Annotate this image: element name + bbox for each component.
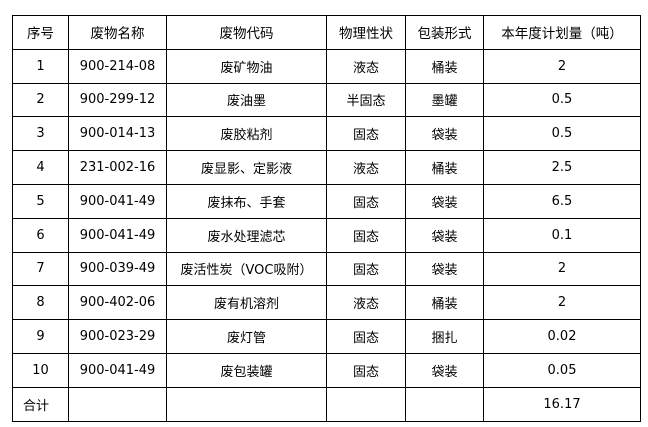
- hazardous-waste-table: 序号 废物名称 废物代码 物理性状 包装形式 本年度计划量（吨） 1 900-21…: [12, 15, 641, 422]
- waste-code: 900-299-12: [68, 82, 167, 118]
- packaging: 桶装: [405, 48, 484, 84]
- waste-name: 废抹布、手套: [166, 183, 327, 219]
- planned-amount: 0.05: [483, 352, 641, 388]
- empty-cell: [405, 386, 484, 422]
- planned-amount: 0.02: [483, 319, 641, 354]
- row-number: 2: [12, 82, 69, 118]
- header-cell: 废物名称: [68, 15, 167, 50]
- physical-state: 半固态: [326, 82, 406, 118]
- waste-name: 废包装罐: [166, 352, 327, 388]
- physical-state: 固态: [326, 183, 406, 219]
- empty-cell: [166, 386, 327, 422]
- packaging: 桶装: [405, 285, 484, 321]
- row-number: 7: [12, 251, 69, 287]
- physical-state: 液态: [326, 285, 406, 321]
- packaging: 袋装: [405, 251, 484, 287]
- waste-code: 900-023-29: [68, 319, 167, 354]
- planned-amount: 2.5: [483, 150, 641, 185]
- packaging: 桶装: [405, 150, 484, 185]
- physical-state: 固态: [326, 217, 406, 253]
- total-row: 合计 16.17: [12, 386, 641, 422]
- planned-amount: 0.5: [483, 82, 641, 118]
- table-row: 3 900-014-13 废胶粘剂 固态 袋装 0.5: [12, 116, 641, 152]
- row-number: 8: [12, 285, 69, 321]
- waste-name: 废胶粘剂: [166, 116, 327, 152]
- waste-code: 231-002-16: [68, 150, 167, 185]
- row-number: 5: [12, 183, 69, 219]
- planned-amount: 0.1: [483, 217, 641, 253]
- empty-cell: [68, 386, 167, 422]
- physical-state: 液态: [326, 150, 406, 185]
- table-row: 8 900-402-06 废有机溶剂 液态 桶装 2: [12, 285, 641, 321]
- waste-name: 废有机溶剂: [166, 285, 327, 321]
- waste-name: 废活性炭（VOC吸附）: [166, 251, 327, 287]
- physical-state: 液态: [326, 48, 406, 84]
- table-row: 1 900-214-08 废矿物油 液态 桶装 2: [12, 48, 641, 84]
- physical-state: 固态: [326, 116, 406, 152]
- table-row: 5 900-041-49 废抹布、手套 固态 袋装 6.5: [12, 183, 641, 219]
- waste-code: 900-041-49: [68, 217, 167, 253]
- header-row: 序号 废物名称 废物代码 物理性状 包装形式 本年度计划量（吨）: [12, 15, 641, 50]
- planned-amount: 2: [483, 285, 641, 321]
- table-row: 10 900-041-49 废包装罐 固态 袋装 0.05: [12, 352, 641, 388]
- physical-state: 固态: [326, 319, 406, 354]
- planned-amount: 6.5: [483, 183, 641, 219]
- header-cell: 本年度计划量（吨）: [483, 15, 641, 50]
- header-cell: 序号: [12, 15, 69, 50]
- waste-code: 900-402-06: [68, 285, 167, 321]
- empty-cell: [326, 386, 406, 422]
- row-number: 1: [12, 48, 69, 84]
- waste-name: 废显影、定影液: [166, 150, 327, 185]
- packaging: 捆扎: [405, 319, 484, 354]
- row-number: 6: [12, 217, 69, 253]
- waste-name: 废矿物油: [166, 48, 327, 84]
- packaging: 墨罐: [405, 82, 484, 118]
- waste-code: 900-039-49: [68, 251, 167, 287]
- table-row: 4 231-002-16 废显影、定影液 液态 桶装 2.5: [12, 150, 641, 185]
- packaging: 袋装: [405, 183, 484, 219]
- table-row: 9 900-023-29 废灯管 固态 捆扎 0.02: [12, 319, 641, 354]
- waste-code: 900-041-49: [68, 352, 167, 388]
- packaging: 袋装: [405, 217, 484, 253]
- waste-name: 废水处理滤芯: [166, 217, 327, 253]
- planned-amount: 2: [483, 48, 641, 84]
- physical-state: 固态: [326, 251, 406, 287]
- waste-code: 900-214-08: [68, 48, 167, 84]
- packaging: 袋装: [405, 352, 484, 388]
- waste-code: 900-014-13: [68, 116, 167, 152]
- physical-state: 固态: [326, 352, 406, 388]
- total-label: 合计: [12, 386, 69, 422]
- table-row: 2 900-299-12 废油墨 半固态 墨罐 0.5: [12, 82, 641, 118]
- planned-amount: 0.5: [483, 116, 641, 152]
- planned-amount: 2: [483, 251, 641, 287]
- row-number: 10: [12, 352, 69, 388]
- row-number: 4: [12, 150, 69, 185]
- header-cell: 废物代码: [166, 15, 327, 50]
- total-value: 16.17: [483, 386, 641, 422]
- header-cell: 物理性状: [326, 15, 406, 50]
- waste-name: 废灯管: [166, 319, 327, 354]
- table-row: 7 900-039-49 废活性炭（VOC吸附） 固态 袋装 2: [12, 251, 641, 287]
- row-number: 9: [12, 319, 69, 354]
- table-row: 6 900-041-49 废水处理滤芯 固态 袋装 0.1: [12, 217, 641, 253]
- waste-name: 废油墨: [166, 82, 327, 118]
- row-number: 3: [12, 116, 69, 152]
- packaging: 袋装: [405, 116, 484, 152]
- waste-code: 900-041-49: [68, 183, 167, 219]
- header-cell: 包装形式: [405, 15, 484, 50]
